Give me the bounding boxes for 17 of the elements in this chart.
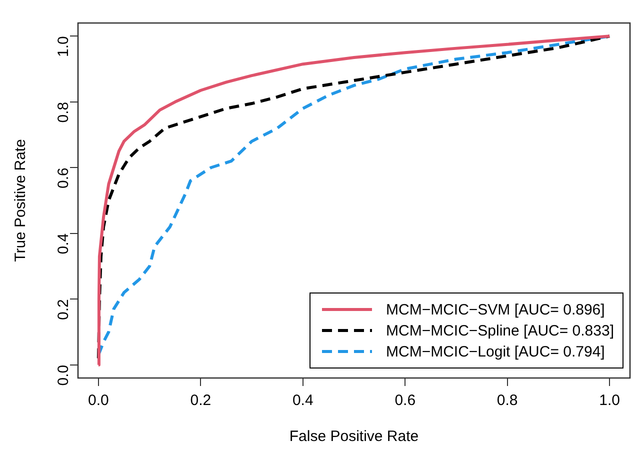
x-tick-label: 0.2	[190, 392, 212, 410]
y-tick-label: 0.6	[55, 168, 72, 188]
x-tick-label: 1.0	[599, 392, 620, 410]
x-tick-label: 0.6	[394, 392, 416, 410]
legend-label: MCM−MCIC−Logit [AUC= 0.794]	[386, 344, 605, 361]
legend-label: MCM−MCIC−Spline [AUC= 0.833]	[386, 322, 614, 340]
x-tick-label: 0.4	[292, 392, 314, 410]
y-tick-label: 0.2	[55, 299, 72, 320]
legend-label: MCM−MCIC−SVM [AUC= 0.896]	[386, 302, 605, 319]
y-tick-label: 0.8	[55, 102, 72, 123]
x-tick-label: 0.0	[88, 392, 109, 410]
x-tick-label: 0.8	[496, 392, 518, 410]
y-axis-title: True Positive Rate	[12, 139, 30, 262]
y-tick-label: 1.0	[55, 36, 72, 58]
y-tick-label: 0.0	[55, 364, 72, 386]
x-axis-title: False Positive Rate	[289, 428, 419, 446]
y-tick-label: 0.4	[55, 233, 72, 254]
